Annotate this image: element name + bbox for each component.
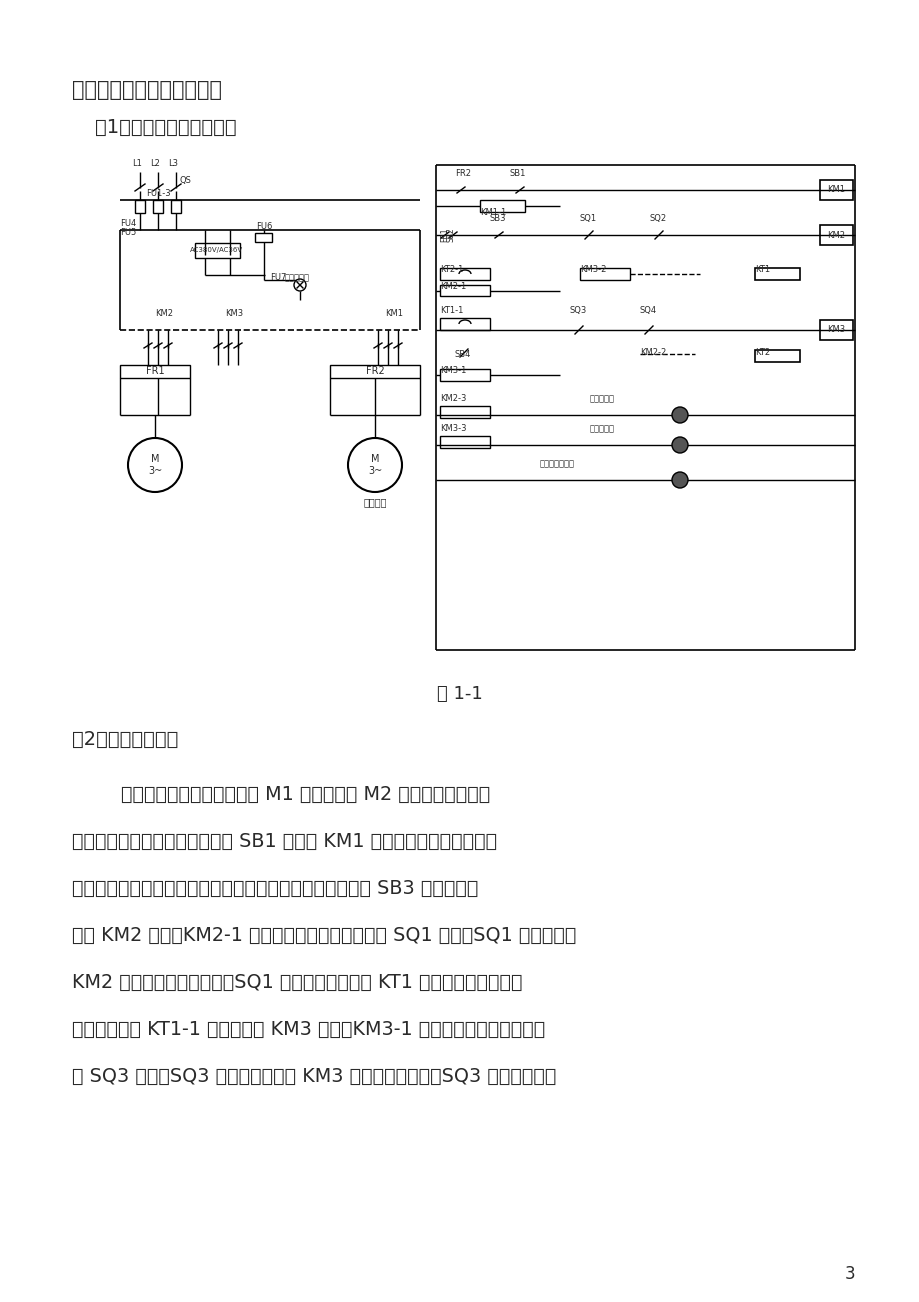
Bar [480,201,525,212]
Bar [439,285,490,296]
Text: FR2: FR2 [455,169,471,178]
Text: 启动运转。油泵电机启动后可选择主电机的运动方向，选择 SB3 键闭合时，: 启动运转。油泵电机启动后可选择主电机的运动方向，选择 SB3 键闭合时， [72,879,478,898]
Text: KM2-2: KM2-2 [640,348,665,357]
Text: AC380V/AC36V: AC380V/AC36V [190,247,244,253]
Text: KT1: KT1 [754,266,769,273]
Bar [819,320,852,340]
Circle shape [347,437,402,492]
Bar [579,268,630,280]
Text: 正反间歇控制电路有主电机 M1 与油泵电机 M2 拖动，实现正反双: 正反间歇控制电路有主电机 M1 与油泵电机 M2 拖动，实现正反双 [72,785,490,805]
Text: FU5: FU5 [119,228,136,237]
Text: KM3: KM3 [225,309,243,318]
Text: KM2: KM2 [154,309,173,318]
Bar [330,365,420,378]
Text: FR1: FR1 [439,228,448,242]
Bar [171,201,181,214]
Text: FU6: FU6 [255,223,272,230]
Circle shape [128,437,182,492]
Text: KT2-1: KT2-1 [439,266,463,273]
Bar [754,268,800,280]
Bar [819,180,852,201]
Text: （2）控制工作原理: （2）控制工作原理 [72,730,178,749]
Bar [255,233,272,242]
Bar [119,365,190,378]
Circle shape [671,437,687,453]
Text: SQ1: SQ1 [579,214,596,223]
Text: KM1: KM1 [826,185,844,194]
Text: FU1-3: FU1-3 [145,189,170,198]
Text: SQ4: SQ4 [640,306,656,315]
Text: FR1: FR1 [145,366,165,376]
Text: 线圈 KM2 得电，KM2-1 自锁，机械正向运动，到达 SQ1 处时，SQ1 常闭断开，: 线圈 KM2 得电，KM2-1 自锁，机械正向运动，到达 SQ1 处时，SQ1 … [72,926,575,945]
Text: M
3~: M 3~ [368,454,381,475]
Text: QS: QS [180,176,192,185]
Text: 向运行以及自动停止功能。按下 SB1 键线圈 KM1 得电吸并自锁，油泵电机: 向运行以及自动停止功能。按下 SB1 键线圈 KM1 得电吸并自锁，油泵电机 [72,832,496,852]
Bar [439,368,490,381]
Text: M
3~: M 3~ [148,454,162,475]
Text: SQ3: SQ3 [570,306,586,315]
Text: KM2-1: KM2-1 [439,283,466,292]
Text: FU7: FU7 [269,273,286,283]
Bar [439,318,490,329]
Text: 油泵工作指示灯: 油泵工作指示灯 [539,460,574,467]
Text: FU4: FU4 [119,219,136,228]
Bar [819,225,852,245]
Bar [195,243,240,258]
Text: 油泵电机: 油泵电机 [363,497,386,506]
Text: KM1-1: KM1-1 [480,208,505,217]
Text: SB2: SB2 [447,228,456,242]
Text: 间到辅助触点 KT1-1 吸合，线圈 KM3 得电，KM3-1 自锁，开始反向运行，到: 间到辅助触点 KT1-1 吸合，线圈 KM3 得电，KM3-1 自锁，开始反向运… [72,1019,545,1039]
Text: SQ2: SQ2 [650,214,666,223]
Text: 一．正反间歇控制电路介绍: 一．正反间歇控制电路介绍 [72,79,221,100]
Text: KM2: KM2 [826,230,844,240]
Text: L2: L2 [150,159,160,168]
Text: KT1-1: KT1-1 [439,306,463,315]
Bar [439,268,490,280]
Text: KT2: KT2 [754,348,769,357]
Text: KM3-2: KM3-2 [579,266,606,273]
Text: （1）电气控制电路原理图: （1）电气控制电路原理图 [95,118,236,137]
Bar [439,436,490,448]
Text: SB3: SB3 [490,214,506,223]
Text: 电源指示灯: 电源指示灯 [285,273,310,283]
Bar [153,201,163,214]
Text: KM3: KM3 [826,326,845,335]
Text: 反转指示灯: 反转指示灯 [589,424,614,434]
Text: 3: 3 [844,1266,854,1282]
Text: L3: L3 [168,159,177,168]
Text: KM3-3: KM3-3 [439,424,466,434]
Text: 图 1-1: 图 1-1 [437,685,482,703]
Text: L1: L1 [132,159,142,168]
Text: 正转指示灯: 正转指示灯 [589,395,614,404]
Text: FR2: FR2 [365,366,384,376]
Text: KM2 线圈断电，停止前进，SQ1 常开闭合，定时器 KT1 得电，计时开始，时: KM2 线圈断电，停止前进，SQ1 常开闭合，定时器 KT1 得电，计时开始，时 [72,973,522,992]
Circle shape [671,473,687,488]
Text: 达 SQ3 处时，SQ3 常闭断开，线圈 KM3 断电，停止前进，SQ3 常开闭合，定: 达 SQ3 处时，SQ3 常闭断开，线圈 KM3 断电，停止前进，SQ3 常开闭… [72,1068,556,1086]
Bar [135,201,145,214]
Text: SB4: SB4 [455,350,471,359]
Text: KM3-1: KM3-1 [439,366,466,375]
Bar [754,350,800,362]
Circle shape [294,279,306,292]
Text: SB1: SB1 [509,169,526,178]
Text: KM1: KM1 [384,309,403,318]
Circle shape [671,408,687,423]
Bar [439,406,490,418]
Text: KM2-3: KM2-3 [439,395,466,404]
